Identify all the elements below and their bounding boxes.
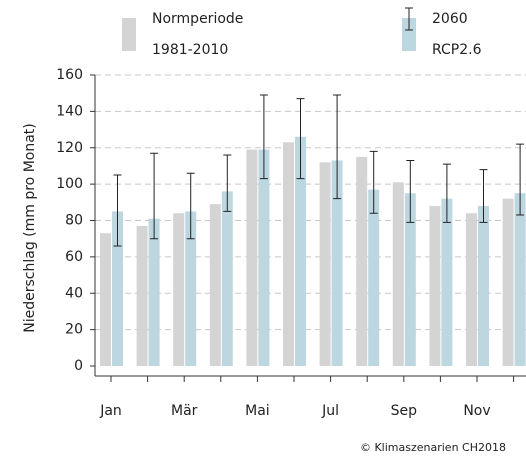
y-tick-label: 160 [56,67,83,83]
bar [429,205,441,366]
bar [148,218,160,366]
error-bar [150,152,159,240]
error-bar [516,143,525,216]
credit: © Klimaszenarien CH2018 [360,441,506,454]
y-tick-label: 120 [56,140,83,156]
error-bar [333,94,342,200]
bar [404,193,416,366]
bar [356,156,368,366]
error-bar [259,94,268,180]
legend-label: RCP2.6 [432,42,482,58]
error-bar [113,174,122,247]
bar [368,189,380,366]
error-bar [186,172,195,240]
legend-swatch [402,18,416,51]
bar [258,149,270,366]
bar [246,149,258,366]
bar [136,225,148,366]
bar [221,191,233,366]
error-bar [223,154,232,212]
bar [502,198,514,366]
y-tick-label: 100 [56,176,83,192]
x-tick-label: Mär [171,403,198,419]
bar [331,160,343,366]
bar [173,213,185,366]
error-bar [369,150,378,214]
y-tick-label: 80 [65,213,83,229]
error-bar [479,169,488,223]
x-tick-label: Nov [463,403,490,419]
y-tick-label: 0 [74,358,83,374]
legend-swatch [122,18,136,51]
x-tick-label: Sep [391,403,418,419]
y-axis-label: Niederschlag (mm pro Monat) [22,123,38,333]
bar [283,142,294,366]
bar [319,162,331,366]
bar [392,182,404,366]
legend-label: 1981-2010 [152,42,228,58]
y-tick-label: 140 [56,103,83,119]
x-tick-label: Mai [245,403,270,419]
bar [209,204,221,366]
x-tick-label: Jul [321,403,339,419]
bar [478,205,489,366]
legend-label: 2060 [432,11,468,27]
bar [514,193,526,366]
error-bar [442,163,451,223]
bar [112,211,123,366]
y-tick-label: 40 [65,285,83,301]
bar [295,136,306,366]
y-tick-label: 60 [65,249,83,265]
bar [185,211,197,366]
legend-label: Normperiode [152,11,243,27]
bar [100,233,111,366]
bar [441,198,453,366]
error-bar [406,159,415,223]
y-tick-label: 20 [65,322,83,338]
error-bar [296,98,305,180]
bar [466,213,477,366]
legend-errorbar [405,7,413,31]
x-tick-label: Jan [99,403,122,419]
